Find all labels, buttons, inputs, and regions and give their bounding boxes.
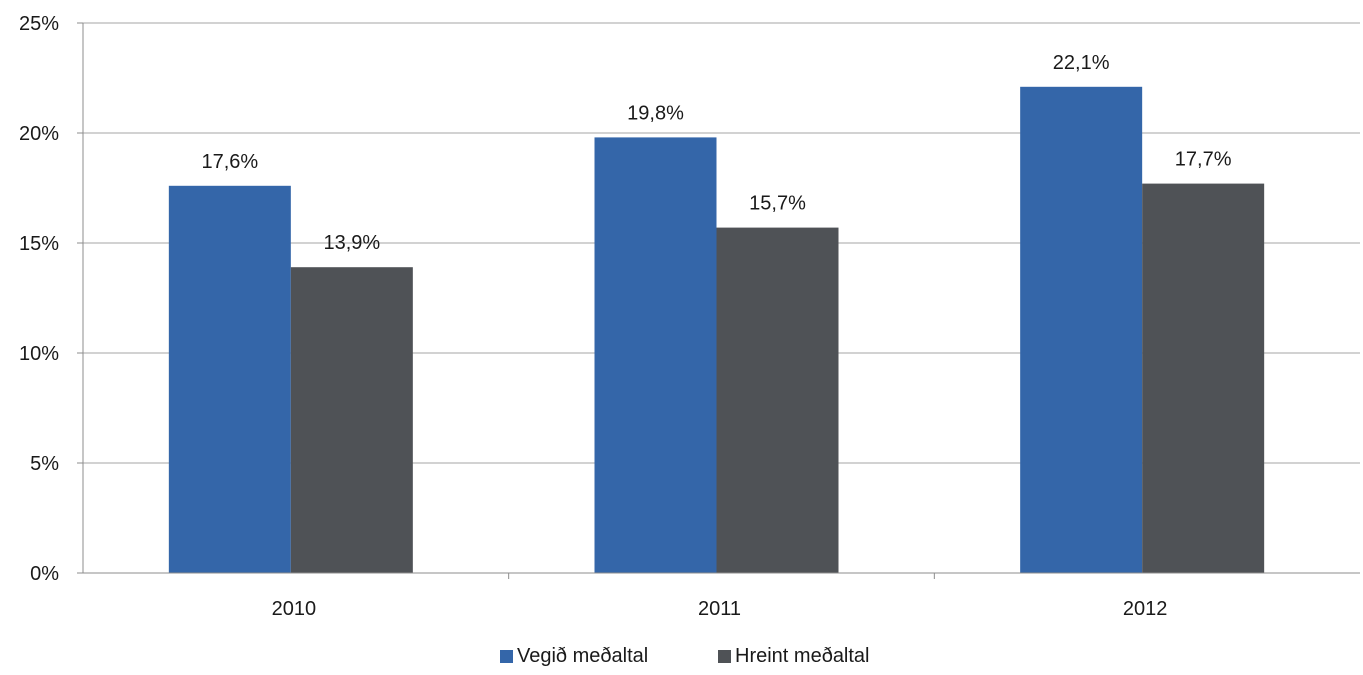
bar-hreint-meðaltal-2011 (716, 227, 839, 573)
bar-vegið-meðaltal-2011 (594, 137, 717, 573)
data-label: 17,6% (201, 151, 258, 173)
bar-vegið-meðaltal-2012 (1020, 86, 1143, 574)
y-tick-label: 0% (30, 563, 59, 585)
bars (168, 86, 1265, 574)
data-label: 19,8% (627, 102, 684, 124)
legend-swatch (718, 650, 731, 663)
y-tick-label: 20% (19, 123, 59, 145)
data-label: 22,1% (1053, 52, 1110, 74)
y-tick-label: 10% (19, 343, 59, 365)
legend: Vegið meðaltal Hreint meðaltal (500, 645, 870, 667)
x-tick-label: 2011 (698, 598, 741, 620)
bar-vegið-meðaltal-2010 (168, 185, 291, 574)
data-label: 15,7% (749, 193, 806, 215)
bar-hreint-meðaltal-2012 (1142, 183, 1265, 573)
data-labels: 17,6% 13,9% 19,8% 15,7% 22,1% 17,7% (201, 52, 1231, 254)
x-tick-label: 2010 (272, 598, 317, 620)
y-tick-label: 25% (19, 13, 59, 35)
data-label: 17,7% (1175, 149, 1232, 171)
x-axis: 2010 2011 2012 (82, 23, 1360, 620)
y-tick-label: 15% (19, 233, 59, 255)
legend-label: Vegið meðaltal (517, 645, 648, 667)
legend-swatch (500, 650, 513, 663)
legend-label: Hreint meðaltal (735, 645, 870, 667)
data-label: 13,9% (323, 232, 380, 254)
y-tick-label: 5% (30, 453, 59, 475)
y-axis-ticks: 0% 5% 10% 15% 20% 25% (19, 13, 83, 585)
x-tick-label: 2012 (1123, 598, 1168, 620)
bar-hreint-meðaltal-2010 (290, 267, 413, 573)
